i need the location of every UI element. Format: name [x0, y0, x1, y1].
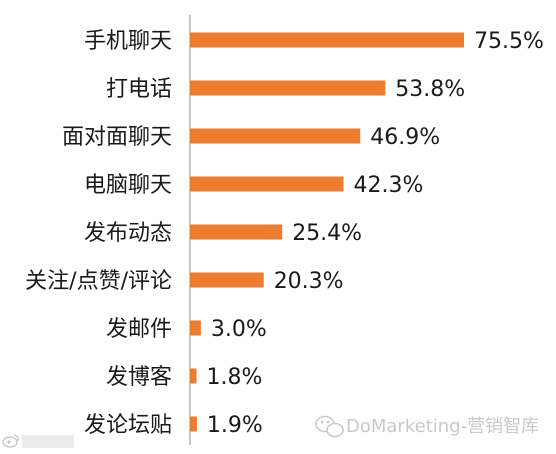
- category-label: 面对面聊天: [62, 125, 172, 150]
- category-label: 关注/点赞/评论: [25, 269, 172, 294]
- value-label: 20.3%: [274, 269, 344, 294]
- category-label: 打电话: [106, 77, 172, 102]
- bar: [190, 176, 344, 192]
- value-labels-group: 75.5% 53.8% 46.9% 42.3% 25.4% 20.3% 3.0% 1.8% 1.…: [207, 29, 544, 438]
- category-label: 发博客: [106, 365, 172, 390]
- bar: [190, 320, 201, 336]
- value-label: 1.9%: [207, 413, 263, 438]
- value-label: 46.9%: [370, 125, 440, 150]
- value-label: 25.4%: [292, 221, 362, 246]
- value-label: 53.8%: [395, 77, 465, 102]
- weibo-icon: [2, 434, 19, 448]
- value-label: 42.3%: [354, 173, 424, 198]
- category-label: 发布动态: [84, 221, 172, 246]
- bar: [190, 80, 386, 96]
- watermark: DoMarketing-营销智库: [315, 415, 539, 438]
- corner-watermark: [2, 434, 74, 448]
- category-label: 发邮件: [106, 317, 172, 342]
- bar: [190, 272, 264, 288]
- value-label: 75.5%: [474, 29, 544, 54]
- value-label: 1.8%: [207, 365, 263, 390]
- bars-group: [190, 32, 465, 432]
- watermark-text: DoMarketing-营销智库: [346, 416, 539, 437]
- category-label: 电脑聊天: [84, 173, 172, 198]
- bar: [190, 416, 197, 432]
- bar: [190, 368, 197, 384]
- value-label: 3.0%: [211, 317, 267, 342]
- bar: [190, 32, 465, 48]
- category-label: 手机聊天: [84, 29, 172, 54]
- bar: [190, 224, 283, 240]
- bar: [190, 128, 361, 144]
- corner-watermark-smudge: [22, 435, 74, 448]
- category-label: 发论坛贴: [84, 413, 172, 438]
- wechat-icon: [315, 415, 344, 438]
